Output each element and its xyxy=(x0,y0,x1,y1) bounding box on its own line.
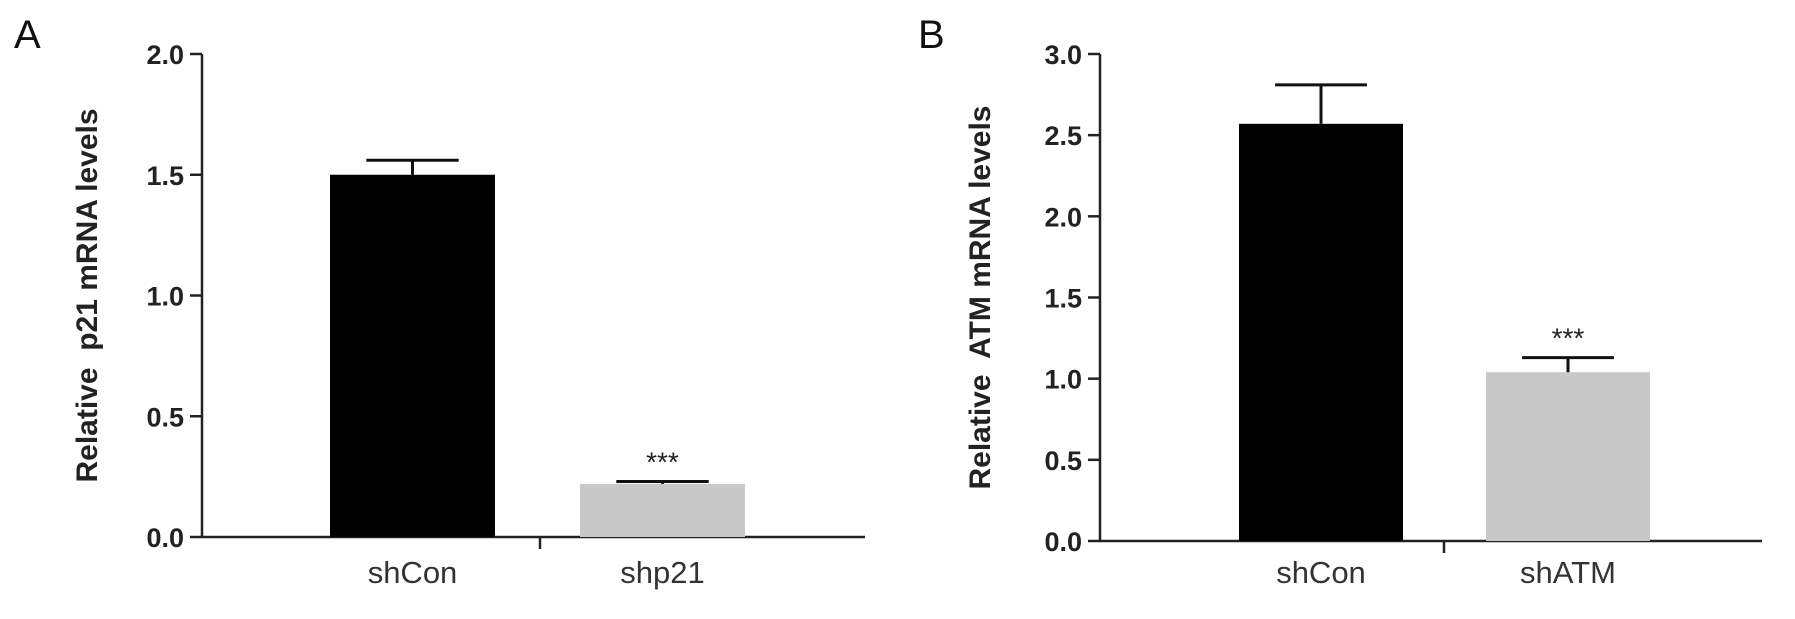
y-tick-label: 1.5 xyxy=(1044,284,1082,314)
y-tick-label: 0.0 xyxy=(1044,527,1082,557)
panel-b: B Relative ATM mRNA levels 0.0 0.5 1.0 1.5 2.0… xyxy=(918,13,1762,590)
bar-shatm xyxy=(1486,372,1650,541)
x-tick-label: shCon xyxy=(368,555,458,590)
panel-a: A Relative p21 mRNA levels 0.0 0.5 1.0 1.5 2.0… xyxy=(14,13,865,590)
y-tick-label: 2.0 xyxy=(1044,202,1082,232)
significance-label: *** xyxy=(1552,323,1585,354)
y-axis-label: Relative ATM mRNA levels xyxy=(964,105,997,489)
y-tick-label: 1.0 xyxy=(146,282,184,312)
panel-letter: B xyxy=(918,13,945,57)
bar-shcon xyxy=(330,174,495,537)
significance-label: *** xyxy=(646,446,679,477)
y-tick-label: 3.0 xyxy=(1044,40,1082,70)
y-tick-label: 1.5 xyxy=(146,161,184,191)
y-tick-label: 0.5 xyxy=(146,402,184,432)
y-tick-label: 2.0 xyxy=(146,40,184,70)
y-axis-label: Relative p21 mRNA levels xyxy=(71,108,104,482)
y-tick-label: 1.0 xyxy=(1044,365,1082,395)
y-tick-label: 0.5 xyxy=(1044,446,1082,476)
x-tick-label: shCon xyxy=(1276,555,1366,590)
x-tick-label: shp21 xyxy=(620,555,704,590)
y-tick-label: 2.5 xyxy=(1044,121,1082,151)
y-tick-label: 0.0 xyxy=(146,523,184,553)
panel-letter: A xyxy=(14,13,41,57)
bar-shcon xyxy=(1239,123,1403,541)
bar-shp21 xyxy=(580,483,745,537)
x-tick-label: shATM xyxy=(1520,555,1616,590)
